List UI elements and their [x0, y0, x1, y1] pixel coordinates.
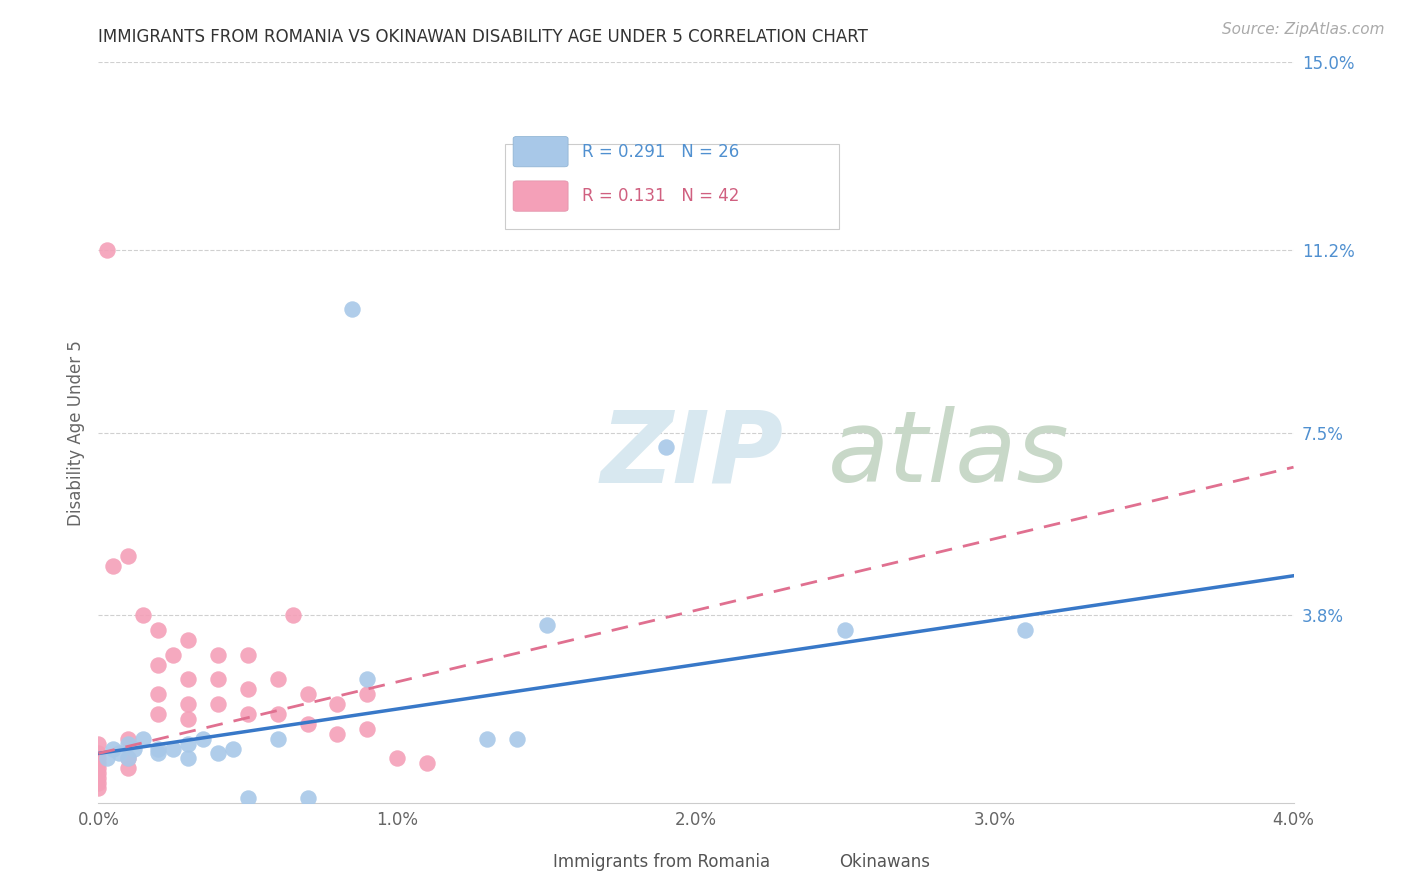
Point	[207, 648, 229, 662]
Point	[96, 751, 118, 765]
Point	[132, 608, 155, 623]
Point	[162, 648, 184, 662]
Text: atlas: atlas	[827, 407, 1069, 503]
Point	[297, 790, 319, 805]
Point	[1014, 623, 1036, 637]
Point	[87, 751, 110, 765]
Point	[177, 673, 200, 687]
Point	[117, 761, 139, 775]
Text: Immigrants from Romania: Immigrants from Romania	[553, 853, 769, 871]
Point	[87, 737, 110, 751]
Point	[117, 751, 139, 765]
Point	[191, 731, 214, 746]
Point	[177, 697, 200, 711]
Point	[87, 756, 110, 771]
Point	[326, 697, 349, 711]
Point	[342, 302, 364, 317]
Point	[103, 741, 125, 756]
Point	[281, 608, 304, 623]
Point	[117, 751, 139, 765]
Point	[236, 648, 259, 662]
FancyBboxPatch shape	[505, 144, 839, 229]
Point	[356, 673, 378, 687]
Point	[356, 687, 378, 701]
Point	[222, 741, 245, 756]
Point	[132, 731, 155, 746]
Point	[416, 756, 439, 771]
Point	[267, 706, 290, 721]
Point	[117, 737, 139, 751]
Point	[87, 771, 110, 785]
Point	[326, 727, 349, 741]
Point	[148, 657, 170, 672]
Text: ZIP: ZIP	[600, 407, 783, 503]
Point	[124, 741, 146, 756]
Point	[267, 731, 290, 746]
Point	[834, 623, 856, 637]
Point	[87, 766, 110, 780]
Point	[536, 618, 558, 632]
Point	[177, 737, 200, 751]
FancyBboxPatch shape	[513, 181, 568, 211]
Text: IMMIGRANTS FROM ROMANIA VS OKINAWAN DISABILITY AGE UNDER 5 CORRELATION CHART: IMMIGRANTS FROM ROMANIA VS OKINAWAN DISA…	[98, 28, 869, 45]
FancyBboxPatch shape	[513, 136, 568, 167]
Point	[655, 441, 678, 455]
Point	[108, 747, 131, 761]
Point	[103, 558, 125, 573]
Point	[117, 731, 139, 746]
Point	[236, 790, 259, 805]
Point	[96, 243, 118, 257]
Point	[87, 761, 110, 775]
Point	[177, 712, 200, 726]
Point	[162, 741, 184, 756]
Point	[148, 706, 170, 721]
Point	[297, 687, 319, 701]
Point	[148, 741, 170, 756]
Point	[207, 673, 229, 687]
Point	[475, 731, 498, 746]
Point	[267, 673, 290, 687]
FancyBboxPatch shape	[776, 848, 831, 875]
Point	[356, 722, 378, 736]
FancyBboxPatch shape	[489, 848, 544, 875]
Point	[207, 747, 229, 761]
Point	[148, 623, 170, 637]
Point	[236, 682, 259, 697]
Text: Okinawans: Okinawans	[839, 853, 931, 871]
Point	[148, 687, 170, 701]
Point	[117, 549, 139, 563]
Text: R = 0.131   N = 42: R = 0.131 N = 42	[582, 187, 740, 205]
Text: R = 0.291   N = 26: R = 0.291 N = 26	[582, 143, 740, 161]
Point	[148, 747, 170, 761]
Point	[87, 780, 110, 795]
Point	[87, 776, 110, 790]
Point	[236, 706, 259, 721]
Point	[506, 731, 529, 746]
Point	[177, 751, 200, 765]
Y-axis label: Disability Age Under 5: Disability Age Under 5	[66, 340, 84, 525]
Point	[297, 716, 319, 731]
Point	[87, 747, 110, 761]
Point	[385, 751, 409, 765]
Text: Source: ZipAtlas.com: Source: ZipAtlas.com	[1222, 22, 1385, 37]
Point	[177, 632, 200, 647]
Point	[207, 697, 229, 711]
